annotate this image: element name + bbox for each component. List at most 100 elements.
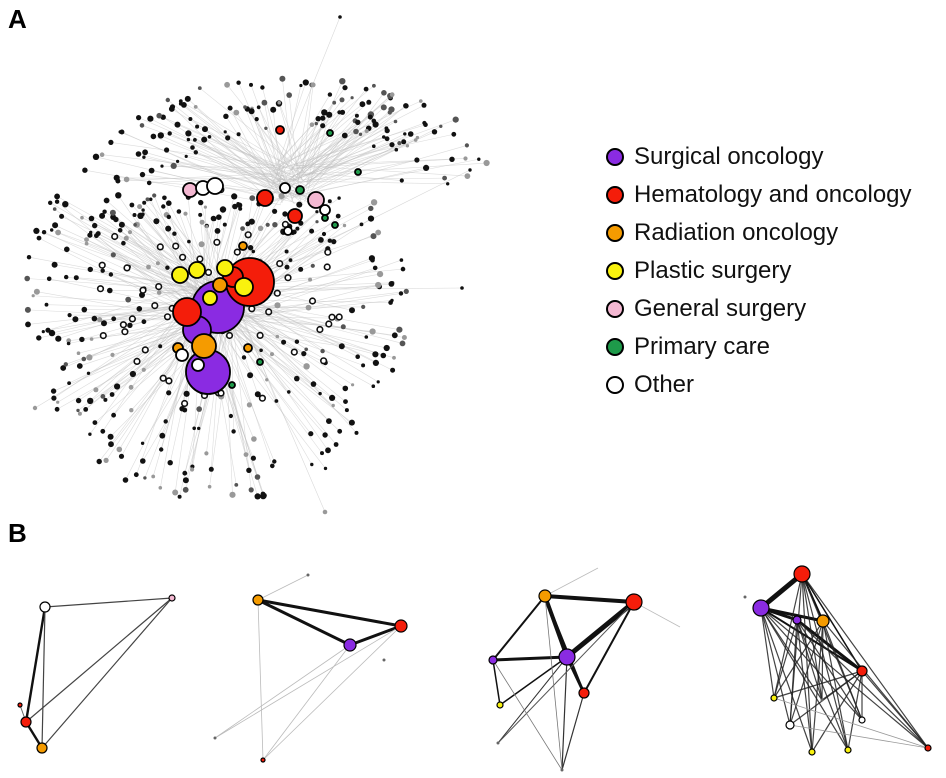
edge [760,607,775,699]
node [243,452,249,457]
node [205,224,209,229]
node [316,325,324,334]
node [389,142,395,148]
edge [499,656,568,706]
node [158,486,163,490]
node [231,429,236,434]
node [315,220,319,224]
node [216,214,222,220]
node [123,264,131,272]
node [349,307,355,314]
node [166,214,171,220]
node [145,197,150,202]
node [156,112,162,119]
node [196,255,204,263]
node [223,130,227,134]
node [249,82,253,87]
edge [760,607,863,721]
edge [85,310,199,410]
node [324,248,332,256]
node [451,131,457,137]
edge [24,606,47,723]
node [452,116,459,123]
edge [278,102,305,167]
node [343,399,348,404]
node [625,593,643,611]
node [377,271,384,278]
node [184,154,188,158]
panel-b-network-1 [17,594,176,754]
node [139,123,145,128]
edge [303,139,416,183]
hematology-oncology-swatch-icon [606,186,624,204]
node [231,193,238,200]
node [322,432,328,438]
node [310,82,316,88]
edge [41,606,46,749]
node [181,102,187,108]
node [50,228,54,232]
node [33,227,40,234]
node [321,231,327,237]
node [140,458,146,464]
node [118,221,125,228]
edge [236,112,280,175]
node [358,132,363,136]
edge [275,124,313,166]
edge [821,670,863,701]
node [251,249,256,254]
node [116,446,123,453]
panel-a-label: A [8,4,27,34]
node [48,200,53,205]
node [260,491,266,497]
edge [44,231,199,304]
node [439,124,443,128]
node [141,208,145,212]
node [146,180,152,186]
edge [305,137,418,186]
node [326,111,333,118]
node [159,374,167,382]
node [254,391,261,398]
node [483,159,490,167]
general-surgery-swatch-icon [606,300,624,318]
node [115,192,122,199]
node [197,426,201,431]
edge [277,159,417,188]
node [335,213,341,219]
node [403,132,407,136]
node [354,430,359,435]
edge [492,655,568,662]
node [232,203,238,210]
node [261,99,268,106]
node [31,294,35,298]
edge [295,158,466,166]
node [182,470,188,476]
node [320,451,324,456]
node [32,405,38,411]
node [72,316,79,323]
node [225,135,231,141]
node [302,79,309,86]
node [816,614,830,628]
edge [41,597,173,749]
node [257,225,264,231]
node [391,332,398,339]
edge [796,619,813,753]
node [463,156,468,161]
edge [304,114,330,202]
node [286,92,293,98]
edge [773,619,798,699]
node [128,315,136,323]
node [265,378,269,382]
node [137,204,143,210]
node [538,589,552,603]
node [343,638,357,652]
node [54,193,60,200]
node [198,241,205,248]
node [488,655,498,665]
node [88,215,95,222]
node [382,658,386,662]
edge [234,295,379,383]
edge [195,152,283,197]
